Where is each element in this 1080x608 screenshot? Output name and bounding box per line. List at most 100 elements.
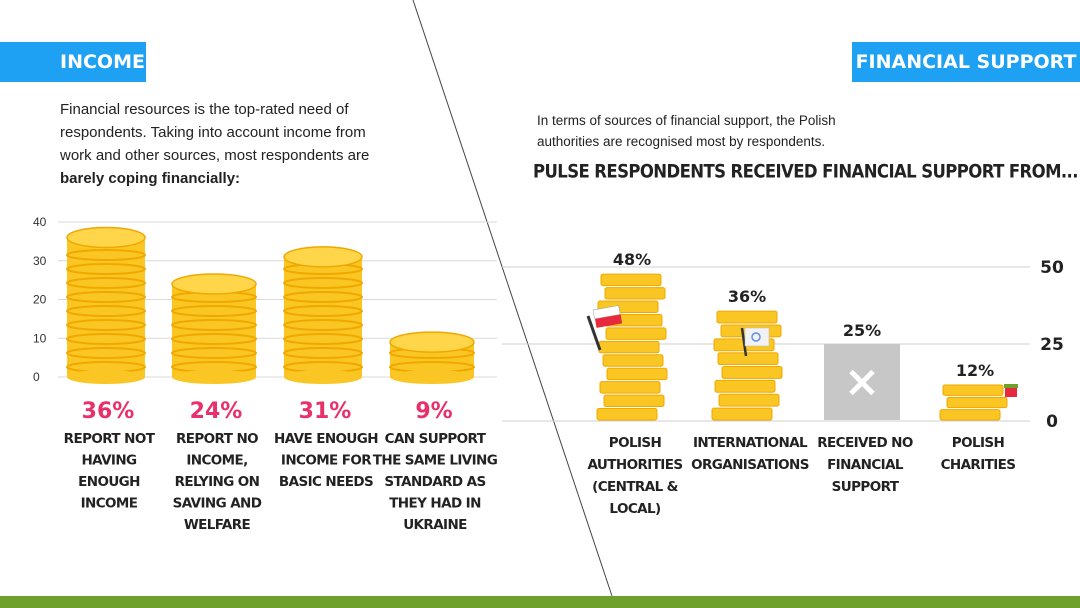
income-category-label: BASIC NEEDS <box>279 474 373 490</box>
income-value-label: 9% <box>415 399 452 424</box>
support-bar-coin <box>606 367 668 381</box>
support-bar-coin <box>603 394 665 408</box>
income-category-label: INCOME <box>81 496 138 512</box>
income-category-label: HAVE ENOUGH <box>274 431 378 447</box>
income-category-label: UKRAINE <box>403 517 467 533</box>
support-bar-coin <box>716 310 778 324</box>
cross-icon <box>849 369 875 396</box>
support-y-tick-label: 0 <box>1046 412 1058 432</box>
support-bar <box>596 273 668 421</box>
un-flag-icon <box>740 327 770 357</box>
support-bar-coin <box>721 366 783 379</box>
income-value-label: 24% <box>190 399 243 424</box>
support-bar-coin <box>598 340 660 354</box>
support-bar <box>824 344 900 420</box>
financial-support-section-tag: FINANCIAL SUPPORT <box>852 42 1080 82</box>
support-bar-coin <box>604 287 666 300</box>
support-category-label: ORGANISATIONS <box>691 457 809 473</box>
coin-edge <box>171 319 257 331</box>
support-chart: 0 25 50 48% POLISH AUTHORITIES (CENTRAL & LOCAL… <box>502 250 1064 517</box>
gift-icon <box>1004 384 1018 397</box>
support-value-label: 48% <box>613 250 651 269</box>
flag-red <box>595 314 623 328</box>
income-value-label: 36% <box>82 399 135 424</box>
support-value-label: 12% <box>956 361 994 380</box>
income-y-tick-label: 0 <box>33 370 40 384</box>
coin-edge <box>283 319 363 331</box>
income-category-label: STANDARD AS <box>384 474 485 490</box>
income-category-label: THE SAME LIVING <box>373 453 498 469</box>
flag-white <box>592 305 621 320</box>
support-bar-coin <box>942 384 1004 396</box>
support-category-label: POLISH <box>952 435 1005 451</box>
income-y-tick-label: 30 <box>33 254 47 268</box>
income-category-label: CAN SUPPORT <box>385 431 487 447</box>
flag-emblem <box>751 332 761 342</box>
flag-body <box>744 327 770 347</box>
coin-edge <box>66 319 146 331</box>
income-category-label: SAVING AND <box>173 496 262 512</box>
coin-top <box>283 246 363 268</box>
cross-stroke <box>849 369 875 396</box>
coin-bottom <box>172 370 256 384</box>
support-category-label: FINANCIAL <box>827 457 904 473</box>
support-bar-coin <box>711 407 773 421</box>
support-bar-coin <box>946 396 1008 409</box>
support-category-label: INTERNATIONAL <box>693 435 808 451</box>
income-value-label: 31% <box>299 399 352 424</box>
support-category-label: (CENTRAL & <box>592 479 679 495</box>
income-bar-coin-stack <box>283 246 363 384</box>
income-bar-coin-stack <box>66 226 146 384</box>
income-bar-coin-stack <box>389 331 475 384</box>
coin-edge <box>171 305 257 317</box>
coin-edge <box>66 333 146 345</box>
financial-support-chart-title: PULSE RESPONDENTS RECEIVED FINANCIAL SUP… <box>533 160 1078 182</box>
support-value-label: 25% <box>843 321 881 340</box>
polish-flag-icon <box>586 305 623 351</box>
support-category-label: POLISH <box>609 435 662 451</box>
income-chart: 0 10 20 30 40 36% REPORT NOT HAVING ENOUGH INCOME… <box>33 215 498 533</box>
coin-top <box>389 331 475 353</box>
income-bar-coin-stack <box>171 273 257 384</box>
coin-top <box>171 273 257 295</box>
income-category-label: REPORT NOT <box>64 431 156 447</box>
coin-edge <box>171 347 257 359</box>
coin-edge <box>283 277 363 289</box>
coin-top <box>66 226 146 249</box>
coin-bottom <box>67 370 145 384</box>
income-intro-text: Financial resources is the top-rated nee… <box>60 98 390 190</box>
support-y-tick-label: 25 <box>1040 335 1064 355</box>
support-value-label: 36% <box>728 287 766 306</box>
coin-edge <box>283 291 363 303</box>
coin-edge <box>66 277 146 289</box>
support-bar-coin <box>602 354 664 367</box>
gift-lid <box>1004 384 1018 388</box>
financial-support-intro-text: In terms of sources of financial support… <box>537 113 836 149</box>
coin-edge <box>66 291 146 303</box>
income-y-tick-label: 40 <box>33 215 47 229</box>
flag-pole <box>740 327 748 357</box>
income-category-label: ENOUGH <box>78 474 140 490</box>
support-category-label: LOCAL) <box>609 501 661 517</box>
support-bar-coin <box>718 393 780 407</box>
support-bar <box>939 384 1008 421</box>
support-bar-coin <box>939 409 1001 421</box>
support-bar-coin <box>600 273 662 287</box>
income-category-label: WELFARE <box>184 517 251 533</box>
coin-bottom <box>390 370 474 384</box>
support-category-label: RECEIVED NO <box>817 435 913 451</box>
coin-edge <box>283 347 363 359</box>
coin-bottom <box>284 370 362 384</box>
income-category-label: INCOME FOR <box>281 453 372 469</box>
support-bar <box>711 310 783 421</box>
coin-edge <box>66 249 146 261</box>
income-category-label: INCOME, <box>186 453 247 469</box>
coin-edge <box>66 263 146 275</box>
coin-edge <box>171 333 257 345</box>
support-category-label: SUPPORT <box>832 479 900 495</box>
section-divider-line <box>412 0 613 597</box>
support-bar-coin <box>599 381 661 394</box>
support-bar-coin <box>714 379 776 393</box>
income-category-label: REPORT NO <box>176 431 258 447</box>
